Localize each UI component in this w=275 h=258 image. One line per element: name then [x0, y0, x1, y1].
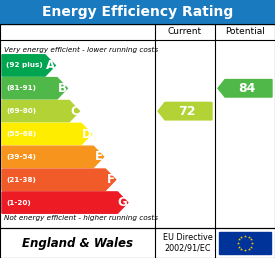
Polygon shape [2, 55, 55, 76]
Text: G: G [118, 196, 128, 209]
Text: Potential: Potential [225, 28, 265, 36]
Text: A: A [46, 59, 55, 72]
Polygon shape [158, 102, 212, 120]
Text: (69-80): (69-80) [6, 108, 36, 114]
Polygon shape [2, 123, 92, 145]
Text: (92 plus): (92 plus) [6, 62, 43, 68]
Bar [219, 232, 271, 254]
Text: E: E [95, 150, 103, 163]
Text: Not energy efficient - higher running costs: Not energy efficient - higher running co… [4, 215, 158, 221]
Text: 72: 72 [178, 105, 196, 118]
Text: Very energy efficient - lower running costs: Very energy efficient - lower running co… [4, 47, 158, 53]
Text: (39-54): (39-54) [6, 154, 36, 160]
Polygon shape [2, 192, 128, 213]
Text: B: B [58, 82, 67, 95]
Text: (81-91): (81-91) [6, 85, 36, 91]
Polygon shape [2, 78, 67, 99]
Text: F: F [106, 173, 115, 186]
Text: EU Directive
2002/91/EC: EU Directive 2002/91/EC [163, 233, 213, 253]
Text: Energy Efficiency Rating: Energy Efficiency Rating [42, 5, 233, 19]
Text: Current: Current [168, 28, 202, 36]
Bar [0, 24, 275, 228]
Bar [0, 0, 275, 24]
Text: (21-38): (21-38) [6, 177, 36, 183]
Polygon shape [2, 146, 104, 167]
Text: C: C [70, 105, 79, 118]
Text: 84: 84 [238, 82, 255, 95]
Text: (55-68): (55-68) [6, 131, 36, 137]
Text: (1-20): (1-20) [6, 200, 31, 206]
Text: England & Wales: England & Wales [22, 237, 133, 249]
Bar [0, 228, 275, 258]
Polygon shape [2, 100, 79, 122]
Polygon shape [2, 169, 116, 190]
Polygon shape [218, 79, 272, 97]
Text: D: D [81, 127, 91, 141]
